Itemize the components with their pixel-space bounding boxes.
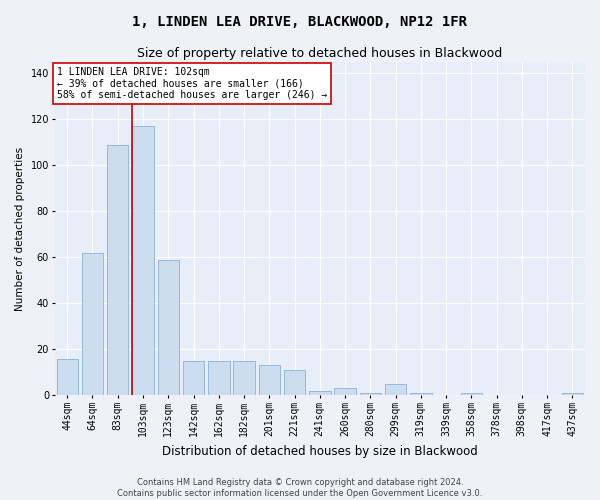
Bar bbox=[284, 370, 305, 396]
Bar bbox=[158, 260, 179, 396]
Bar bbox=[208, 361, 230, 396]
Text: 1 LINDEN LEA DRIVE: 102sqm
← 39% of detached houses are smaller (166)
58% of sem: 1 LINDEN LEA DRIVE: 102sqm ← 39% of deta… bbox=[57, 66, 328, 100]
Bar bbox=[183, 361, 204, 396]
Text: Contains HM Land Registry data © Crown copyright and database right 2024.
Contai: Contains HM Land Registry data © Crown c… bbox=[118, 478, 482, 498]
Text: 1, LINDEN LEA DRIVE, BLACKWOOD, NP12 1FR: 1, LINDEN LEA DRIVE, BLACKWOOD, NP12 1FR bbox=[133, 15, 467, 29]
Bar bbox=[82, 252, 103, 396]
Bar bbox=[107, 144, 128, 396]
Bar bbox=[410, 393, 431, 396]
Y-axis label: Number of detached properties: Number of detached properties bbox=[15, 146, 25, 310]
Bar bbox=[461, 393, 482, 396]
Title: Size of property relative to detached houses in Blackwood: Size of property relative to detached ho… bbox=[137, 48, 502, 60]
Bar bbox=[309, 391, 331, 396]
Bar bbox=[385, 384, 406, 396]
Bar bbox=[334, 388, 356, 396]
Bar bbox=[132, 126, 154, 396]
Bar bbox=[359, 393, 381, 396]
Bar bbox=[56, 358, 78, 396]
Bar bbox=[259, 366, 280, 396]
X-axis label: Distribution of detached houses by size in Blackwood: Distribution of detached houses by size … bbox=[162, 444, 478, 458]
Bar bbox=[562, 393, 583, 396]
Bar bbox=[233, 361, 255, 396]
